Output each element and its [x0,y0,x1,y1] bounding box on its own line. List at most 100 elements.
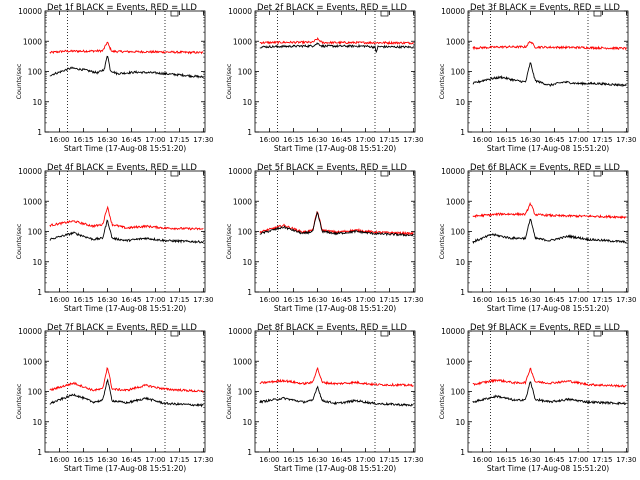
y-axis-label: Counts/sec [15,383,23,419]
x-tick-label: 16:15 [283,296,303,304]
y-tick-label: 10000 [228,167,252,176]
panel-det-3: Det 3f BLACK = Events, RED = LLD 1 10 100 10… [438,3,636,153]
x-tick-label: 16:30 [307,136,327,144]
corner-marker [380,330,389,337]
x-tick-label: 16:30 [307,456,327,464]
panel-title: Det 6f BLACK = Events, RED = LLD [470,163,620,173]
series-line-black [472,218,627,244]
x-tick-label: 16:45 [544,136,564,144]
y-tick-label: 10 [242,258,252,267]
x-tick-label: 17:15 [169,456,189,464]
x-tick-label: 16:15 [496,296,516,304]
corner-marker [593,10,602,17]
y-axis-label: Counts/sec [438,63,446,99]
x-axis-label: Start Time (17-Aug-08 15:51:20) [64,304,186,313]
x-tick-label: 16:30 [520,456,540,464]
y-tick-label: 10 [32,98,42,107]
corner-marker [170,330,179,337]
corner-marker [380,170,389,177]
x-tick-label: 16:45 [544,456,564,464]
x-tick-label: 17:30 [193,456,213,464]
x-tick-label: 17:00 [145,296,165,304]
plot-frame [467,10,629,133]
x-tick-label: 17:00 [145,136,165,144]
x-axis-label: Start Time (17-Aug-08 15:51:20) [64,464,186,473]
y-tick-label: 100 [28,68,43,77]
x-tick-label: 16:45 [544,296,564,304]
panel-title: Det 1f BLACK = Events, RED = LLD [47,3,197,13]
x-tick-label: 16:30 [97,296,117,304]
plot-frame [254,330,416,453]
x-axis-label: Start Time (17-Aug-08 15:51:20) [274,464,396,473]
y-tick-label: 10000 [441,327,465,336]
x-tick-label: 17:15 [169,136,189,144]
y-tick-label: 1 [37,128,42,137]
plot-frame [254,10,416,133]
corner-marker [170,170,179,177]
y-tick-label: 10 [455,98,465,107]
x-tick-label: 16:15 [73,296,93,304]
x-tick-label: 16:15 [73,136,93,144]
series-line-red [259,36,414,45]
x-tick-label: 17:30 [193,136,213,144]
series-line-black [472,62,627,88]
x-tick-label: 16:45 [121,136,141,144]
x-tick-label: 16:00 [259,456,279,464]
y-tick-label: 1000 [233,37,252,46]
x-tick-label: 16:00 [259,296,279,304]
y-tick-label: 10000 [18,167,42,176]
series-line-black [49,219,204,244]
y-tick-label: 1 [247,128,252,137]
corner-marker [170,10,179,17]
y-axis-label: Counts/sec [225,63,233,99]
y-tick-label: 10000 [228,7,252,16]
x-tick-label: 16:45 [121,296,141,304]
x-tick-label: 16:15 [496,456,516,464]
y-tick-label: 100 [28,228,43,237]
y-tick-label: 100 [451,228,466,237]
series-line-red [472,367,627,388]
series-line-black [472,381,627,406]
x-tick-label: 16:00 [472,296,492,304]
x-axis-label: Start Time (17-Aug-08 15:51:20) [274,144,396,153]
panel-det-2: Det 2f BLACK = Events, RED = LLD 1 10 100 10… [225,3,423,153]
x-tick-label: 17:15 [592,456,612,464]
x-tick-label: 16:30 [307,296,327,304]
x-tick-label: 16:00 [49,296,69,304]
x-tick-label: 16:15 [496,136,516,144]
panel-title: Det 4f BLACK = Events, RED = LLD [47,163,197,173]
y-tick-label: 10 [32,258,42,267]
panel-title: Det 3f BLACK = Events, RED = LLD [470,3,620,13]
y-tick-label: 100 [238,388,253,397]
x-axis-label: Start Time (17-Aug-08 15:51:20) [487,464,609,473]
x-tick-label: 17:15 [379,456,399,464]
y-tick-label: 1 [460,288,465,297]
x-tick-label: 16:00 [472,136,492,144]
panel-det-1: Det 1f BLACK = Events, RED = LLD 1 10 100 10… [15,3,213,153]
plot-frame [44,170,206,293]
x-tick-label: 17:30 [403,456,423,464]
series-line-red [49,367,204,393]
y-tick-label: 1000 [23,357,42,366]
y-tick-label: 1000 [446,357,465,366]
x-tick-label: 17:30 [616,456,636,464]
x-tick-label: 17:00 [568,456,588,464]
series-line-black [259,211,414,237]
x-axis-label: Start Time (17-Aug-08 15:51:20) [487,144,609,153]
y-tick-label: 10000 [18,7,42,16]
panel-det-8: Det 8f BLACK = Events, RED = LLD 1 10 100 10… [225,323,423,473]
y-tick-label: 10000 [18,327,42,336]
x-tick-label: 17:15 [379,136,399,144]
plot-frame [44,330,206,453]
series-line-black [49,55,204,79]
y-tick-label: 100 [238,68,253,77]
x-tick-label: 17:15 [592,136,612,144]
series-line-red [259,210,414,236]
x-tick-label: 17:30 [616,136,636,144]
y-tick-label: 10 [32,418,42,427]
corner-marker [380,10,389,17]
x-tick-label: 16:30 [520,136,540,144]
x-tick-label: 17:15 [379,296,399,304]
panel-title: Det 8f BLACK = Events, RED = LLD [257,323,407,333]
x-tick-label: 16:45 [121,456,141,464]
